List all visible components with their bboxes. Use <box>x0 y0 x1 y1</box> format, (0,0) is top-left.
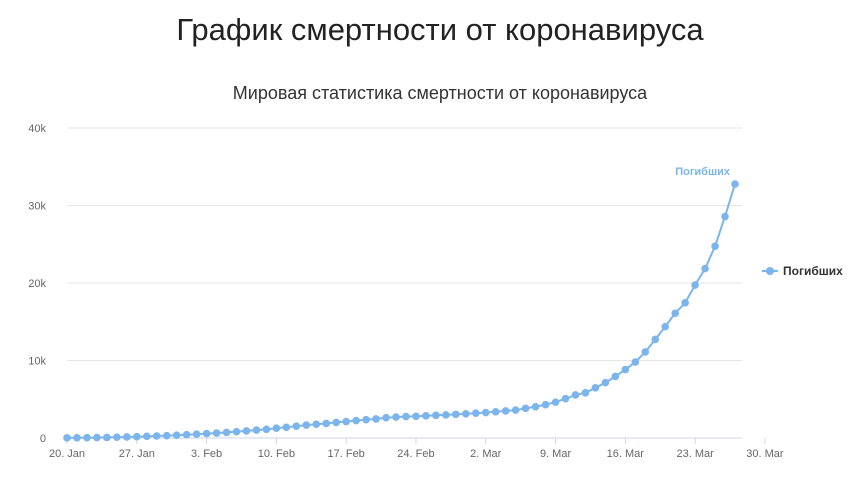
data-point[interactable] <box>292 422 301 430</box>
x-tick-label: 30. Mar <box>746 448 784 460</box>
x-tick-label: 17. Feb <box>328 448 365 460</box>
y-tick-label: 40k <box>28 123 46 135</box>
data-point[interactable] <box>491 407 500 416</box>
data-point[interactable] <box>651 335 660 344</box>
data-point[interactable] <box>222 428 231 437</box>
data-point[interactable] <box>192 430 201 438</box>
series-line <box>66 183 736 439</box>
data-point[interactable] <box>372 415 380 423</box>
data-point[interactable] <box>182 430 191 439</box>
data-point[interactable] <box>152 432 161 440</box>
data-point[interactable] <box>621 365 630 374</box>
data-point[interactable] <box>242 427 251 435</box>
data-point[interactable] <box>501 407 510 415</box>
x-tick-label: 23. Mar <box>676 448 714 460</box>
data-point[interactable] <box>471 409 480 417</box>
legend[interactable]: Погибших <box>762 264 843 278</box>
page-title: График смертности от коронавируса <box>176 12 704 47</box>
data-point[interactable] <box>382 413 390 422</box>
y-tick-label: 0 <box>40 433 46 445</box>
x-axis-ticks: 20. Jan 27. Jan 3. Feb 10. Feb 17. Feb 24. Fe… <box>49 438 784 460</box>
data-point[interactable] <box>581 388 590 397</box>
data-point[interactable] <box>541 400 550 409</box>
data-point[interactable] <box>641 348 650 356</box>
data-point[interactable] <box>162 431 171 440</box>
data-point[interactable] <box>392 413 400 421</box>
data-point[interactable] <box>551 398 560 406</box>
legend-label[interactable]: Погибших <box>783 264 843 278</box>
data-point[interactable] <box>452 410 460 419</box>
data-point[interactable] <box>73 434 81 442</box>
data-point[interactable] <box>711 242 719 250</box>
y-tick-label: 30k <box>28 201 46 213</box>
data-point[interactable] <box>462 410 470 418</box>
data-point[interactable] <box>701 264 709 273</box>
data-point[interactable] <box>611 372 620 381</box>
data-point[interactable] <box>93 433 101 442</box>
data-point[interactable] <box>262 425 271 434</box>
data-point[interactable] <box>302 421 311 429</box>
x-tick-label: 10. Feb <box>258 448 295 460</box>
data-point[interactable] <box>422 412 430 420</box>
data-point[interactable] <box>142 432 151 441</box>
data-point[interactable] <box>561 394 570 403</box>
grid-lines <box>67 127 742 439</box>
data-point[interactable] <box>521 404 530 413</box>
x-tick-label: 3. Feb <box>191 448 222 460</box>
data-point[interactable] <box>252 426 261 434</box>
x-tick-label: 20. Jan <box>49 448 85 460</box>
data-point[interactable] <box>432 411 440 420</box>
data-point[interactable] <box>113 433 121 441</box>
data-point[interactable] <box>352 416 360 425</box>
x-tick-label: 24. Feb <box>397 448 434 460</box>
series-end-label: Погибших <box>675 166 731 178</box>
data-point[interactable] <box>571 391 580 399</box>
data-point[interactable] <box>591 383 600 392</box>
data-point[interactable] <box>481 408 490 417</box>
data-point[interactable] <box>103 433 111 442</box>
data-point[interactable] <box>531 403 540 411</box>
y-tick-label: 20k <box>28 278 46 290</box>
data-point[interactable] <box>83 433 91 442</box>
data-point[interactable] <box>212 429 221 437</box>
data-point[interactable] <box>132 432 141 441</box>
data-point[interactable] <box>731 180 739 188</box>
series-deaths[interactable]: Погибших <box>63 166 739 442</box>
y-axis-ticks: 0 10k 20k 30k 40k <box>28 123 46 445</box>
data-point[interactable] <box>681 299 689 307</box>
chart-title: Мировая статистика смертности от коронав… <box>233 83 648 103</box>
data-point[interactable] <box>322 419 331 428</box>
x-tick-label: 16. Mar <box>607 448 645 460</box>
legend-marker-icon <box>766 267 774 275</box>
data-point[interactable] <box>63 434 71 442</box>
data-point[interactable] <box>362 415 370 424</box>
data-point[interactable] <box>631 358 640 366</box>
data-point[interactable] <box>202 429 211 438</box>
data-point[interactable] <box>272 424 281 433</box>
y-tick-label: 10k <box>28 356 46 368</box>
data-point[interactable] <box>402 412 410 421</box>
data-point[interactable] <box>282 423 291 432</box>
data-point[interactable] <box>412 412 420 421</box>
data-point[interactable] <box>312 420 321 429</box>
data-point[interactable] <box>671 309 679 318</box>
data-point[interactable] <box>601 378 610 387</box>
data-point[interactable] <box>342 417 350 426</box>
x-tick-label: 9. Mar <box>540 448 572 460</box>
data-point[interactable] <box>332 418 340 427</box>
data-point[interactable] <box>442 411 450 419</box>
data-point[interactable] <box>123 433 131 441</box>
data-point[interactable] <box>691 281 699 289</box>
x-tick-label: 2. Mar <box>470 448 502 460</box>
data-point[interactable] <box>721 212 729 221</box>
data-point[interactable] <box>232 427 241 436</box>
data-point[interactable] <box>661 322 670 331</box>
data-point[interactable] <box>172 431 181 439</box>
data-point[interactable] <box>511 406 520 414</box>
x-tick-label: 27. Jan <box>119 448 155 460</box>
